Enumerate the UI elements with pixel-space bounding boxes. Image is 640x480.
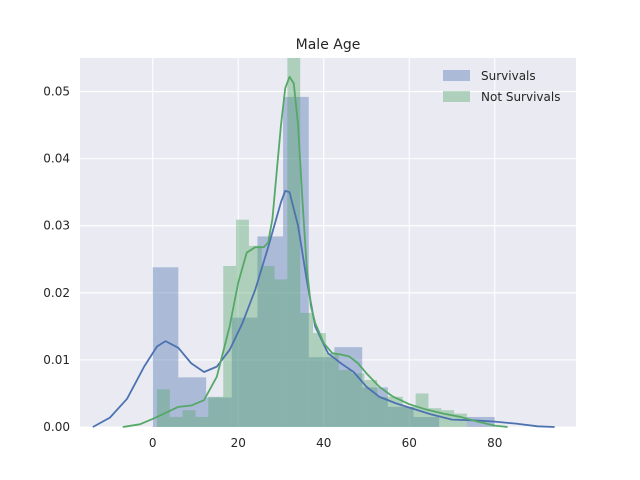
survivals-bar [334, 347, 363, 427]
legend: Survivals Not Survivals [443, 69, 560, 104]
histogram-bars [152, 58, 495, 428]
survivals-kde-line [92, 189, 555, 428]
x-tick-label: 20 [231, 436, 246, 450]
legend-label-not-survivals: Not Survivals [481, 90, 560, 104]
survivals-bar [413, 416, 440, 427]
chart-title: Male Age [296, 37, 361, 53]
y-tick-label: 0.01 [43, 353, 70, 367]
not-survivals-bar [182, 410, 196, 427]
x-tick-label: 0 [149, 436, 157, 450]
x-tick-labels: 0 20 40 60 80 [149, 436, 503, 450]
legend-swatch-survivals [443, 70, 470, 81]
y-tick-label: 0.02 [43, 286, 70, 300]
survivals-bar [387, 406, 414, 427]
y-tick-labels: 0.00 0.01 0.02 0.03 0.04 0.05 [43, 85, 70, 434]
legend-label-survivals: Survivals [481, 69, 536, 83]
not-survivals-bar [415, 393, 429, 427]
y-tick-label: 0.05 [43, 85, 70, 99]
plot-background [80, 58, 576, 427]
not-survivals-bar [156, 389, 170, 427]
not-survivals-bar [377, 396, 390, 427]
survivals-bar [206, 397, 232, 427]
y-tick-label: 0.03 [43, 219, 70, 233]
kde-curves [92, 75, 555, 428]
grid-lines [80, 58, 576, 428]
x-tick-label: 60 [402, 436, 417, 450]
not-survivals-kde-line [122, 75, 508, 428]
x-tick-label: 80 [487, 436, 502, 450]
not-survivals-bar [248, 245, 262, 427]
not-survivals-bar [274, 279, 288, 427]
not-survivals-bar [261, 265, 275, 427]
not-survivals-bar [402, 406, 416, 427]
not-survivals-bar [338, 369, 352, 427]
y-tick-label: 0.04 [43, 152, 70, 166]
not-survivals-bar [313, 333, 326, 427]
not-survivals-bar [169, 416, 183, 427]
x-tick-label: 40 [316, 436, 331, 450]
legend-swatch-not-survivals [443, 91, 470, 102]
survivals-bar [308, 357, 335, 427]
not-survivals-bar [287, 58, 301, 427]
y-tick-label: 0.00 [43, 420, 70, 434]
not-survivals-bar [325, 353, 339, 427]
not-survivals-bar [351, 373, 365, 427]
not-survivals-bar [195, 416, 209, 427]
not-survivals-bar [300, 312, 314, 427]
not-survivals-bar [208, 396, 224, 427]
